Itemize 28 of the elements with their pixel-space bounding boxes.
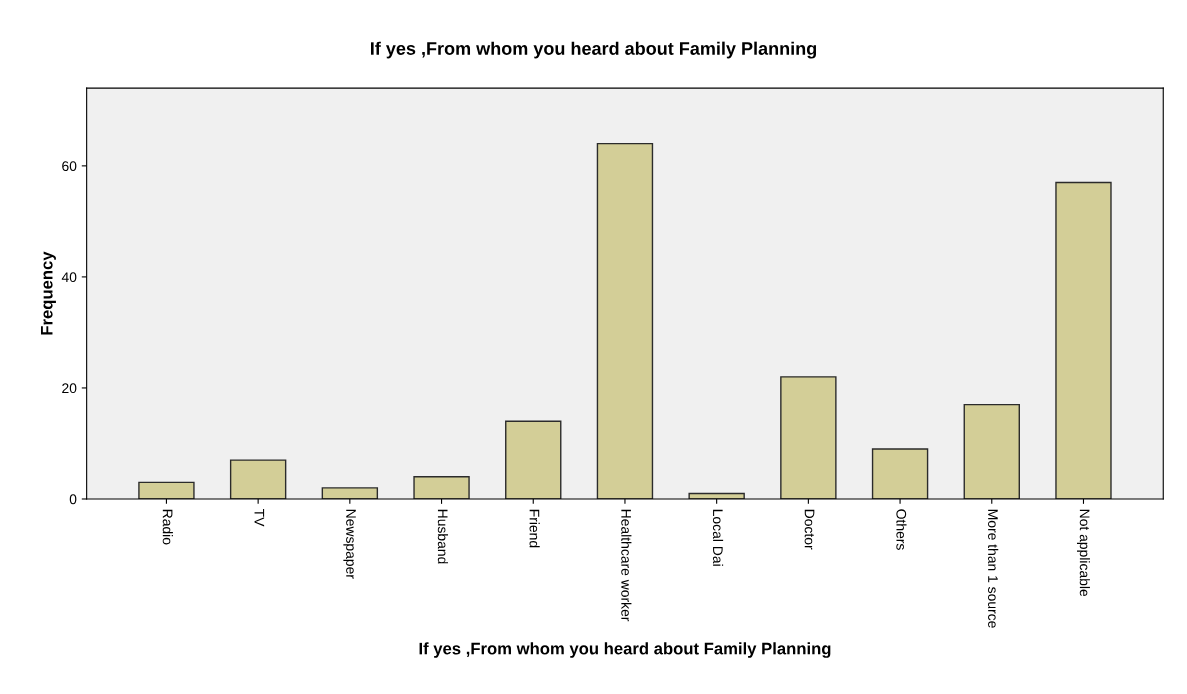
x-tick-label: Husband — [437, 509, 449, 564]
x-tick-label: Friend — [529, 509, 540, 548]
x-tick-label: Radio — [162, 509, 173, 545]
bar — [1055, 181, 1112, 499]
y-tick-label: 40 — [61, 272, 77, 283]
chart-title: If yes ,From whom you heard about Family Planning — [371, 41, 817, 59]
y-tick-label: 60 — [62, 161, 77, 172]
x-tick-label: Local Dai — [712, 509, 724, 566]
bar — [413, 476, 470, 499]
x-axis-title: If yes ,From whom you heard about Family Planning — [419, 642, 831, 658]
bar — [505, 420, 562, 499]
y-tick-label: 20 — [62, 383, 77, 394]
bar — [138, 481, 195, 499]
bar — [963, 403, 1020, 499]
x-tick-label: Newspaper — [343, 509, 356, 579]
x-tick-label: Not applicable — [1077, 509, 1090, 597]
x-tick-label: Doctor — [804, 509, 815, 550]
x-tick-label: TV — [254, 509, 265, 527]
bar — [871, 448, 929, 499]
bar — [229, 459, 287, 499]
y-axis-title: Frequency — [41, 251, 56, 335]
bar — [321, 487, 379, 499]
bar — [596, 142, 654, 499]
y-tick-label: 0 — [69, 494, 77, 505]
x-tick-label: Others — [896, 509, 907, 550]
x-tick-label: Healthcare worker — [621, 509, 632, 622]
x-tick-label: More than 1 source — [988, 509, 999, 628]
bar — [780, 376, 837, 499]
